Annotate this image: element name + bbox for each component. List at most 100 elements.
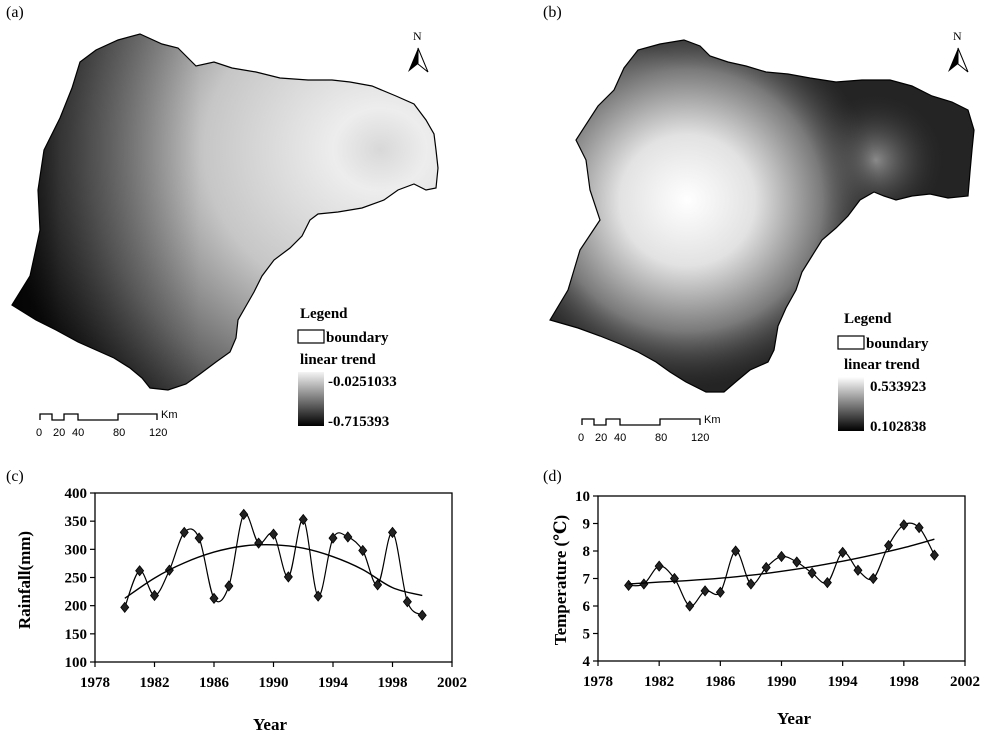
scale-tick-80: 80: [655, 432, 667, 444]
data-point-marker: [715, 586, 725, 598]
data-point-marker: [884, 539, 894, 552]
north-label: N: [413, 29, 422, 43]
scale-tick-120: 120: [691, 432, 709, 444]
trend-label: linear trend: [300, 352, 376, 368]
x-tick-label: 1986: [199, 675, 230, 691]
data-point-marker: [929, 549, 939, 561]
data-point-marker: [624, 579, 634, 592]
y-tick-label: 10: [575, 489, 590, 505]
x-tick-label: 1982: [644, 674, 674, 690]
trend-line: [124, 543, 423, 599]
data-point-marker: [224, 580, 234, 592]
data-point-marker: [358, 544, 368, 557]
scale-tick-20: 20: [595, 432, 607, 444]
x-tick-label: 1994: [318, 675, 349, 691]
data-point-marker: [194, 532, 204, 544]
data-point-marker: [209, 592, 219, 604]
panel-label-c: (c): [6, 468, 24, 485]
x-tick-label: 1990: [259, 675, 289, 691]
series-line-observed: [628, 522, 935, 607]
plot-frame: [597, 495, 966, 662]
map-a: N Legend boundary linear trend -0.025103…: [11, 29, 439, 439]
data-point-marker: [899, 519, 909, 531]
data-point-marker: [914, 521, 924, 534]
y-axis-title: Rainfall(mm): [15, 531, 34, 629]
y-tick-label: 5: [583, 627, 591, 643]
ramp-max-label: -0.0251033: [328, 374, 397, 390]
data-point-marker: [268, 528, 279, 540]
y-tick-label: 9: [583, 517, 591, 533]
scale-tick-80: 80: [113, 427, 125, 439]
data-point-marker: [328, 532, 338, 544]
legend-title: Legend: [844, 311, 892, 327]
x-axis-title: Year: [253, 715, 287, 734]
panel-label-b: (b): [543, 4, 562, 21]
data-point-marker: [283, 571, 293, 583]
x-tick-label: 1986: [705, 674, 736, 690]
chart-temperature: 4 5 6 7 8 9 10 1978 1982 1986 1990 1994 1998 2002 Yea…: [551, 489, 980, 728]
ramp-min-label: -0.715393: [328, 414, 389, 430]
data-point-marker: [822, 576, 832, 589]
x-tick-label: 1978: [583, 674, 613, 690]
data-point-marker: [807, 567, 817, 579]
boundary-label: boundary: [866, 336, 929, 352]
data-point-marker: [838, 546, 848, 559]
trend-line: [628, 538, 935, 585]
x-tick-label: 2002: [950, 674, 980, 690]
data-point-marker: [654, 560, 664, 572]
y-tick-label: 350: [65, 514, 88, 530]
scale-bar: [39, 413, 158, 421]
data-point-marker: [417, 609, 427, 621]
data-point-marker: [298, 513, 308, 526]
data-point-marker: [685, 600, 695, 612]
y-axis-title: Temperature (℃): [551, 515, 570, 645]
data-point-marker: [792, 556, 802, 568]
data-point-marker: [402, 596, 412, 608]
data-point-marker: [700, 585, 710, 597]
panel-label-d: (d): [543, 468, 562, 485]
y-tick-label: 100: [65, 655, 88, 671]
scale-unit: Km: [161, 409, 178, 421]
scale-tick-40: 40: [614, 432, 626, 444]
x-tick-label: 1998: [378, 675, 408, 691]
y-tick-label: 300: [65, 542, 88, 558]
x-tick-label: 1994: [828, 674, 859, 690]
data-point-marker: [313, 590, 323, 602]
data-point-marker: [135, 565, 145, 577]
data-point-marker: [868, 572, 878, 585]
color-ramp: [838, 377, 864, 431]
data-point-marker: [179, 526, 189, 539]
y-tick-label: 250: [65, 571, 88, 587]
data-point-marker: [239, 508, 249, 521]
y-tick-label: 8: [583, 544, 591, 560]
y-tick-label: 7: [583, 572, 591, 588]
north-label: N: [953, 29, 962, 43]
legend-title: Legend: [300, 306, 348, 322]
y-tick-label: 150: [65, 627, 88, 643]
data-point-marker: [387, 526, 398, 539]
x-tick-label: 2002: [437, 675, 467, 691]
series-line-observed: [124, 512, 423, 616]
data-point-marker: [761, 561, 771, 574]
scale-unit: Km: [704, 414, 721, 426]
y-tick-label: 4: [583, 654, 591, 670]
plot-frame: [94, 492, 453, 663]
scale-bar: [581, 418, 701, 426]
scale-tick-120: 120: [149, 427, 167, 439]
boundary-swatch: [297, 329, 325, 344]
y-tick-label: 6: [583, 599, 591, 615]
x-axis-title: Year: [777, 709, 811, 728]
data-point-marker: [731, 545, 741, 557]
y-tick-label: 400: [65, 486, 88, 502]
data-point-marker: [776, 550, 787, 563]
x-tick-label: 1978: [80, 675, 110, 691]
scale-tick-40: 40: [72, 427, 84, 439]
panel-label-a: (a): [6, 4, 24, 21]
north-arrow-icon: [408, 47, 429, 73]
data-point-marker: [746, 578, 756, 590]
scale-tick-0: 0: [36, 427, 42, 439]
data-point-marker: [254, 537, 264, 549]
north-arrow-icon: [948, 47, 969, 73]
ramp-min-label: 0.102838: [870, 419, 926, 435]
data-point-marker: [149, 589, 160, 602]
